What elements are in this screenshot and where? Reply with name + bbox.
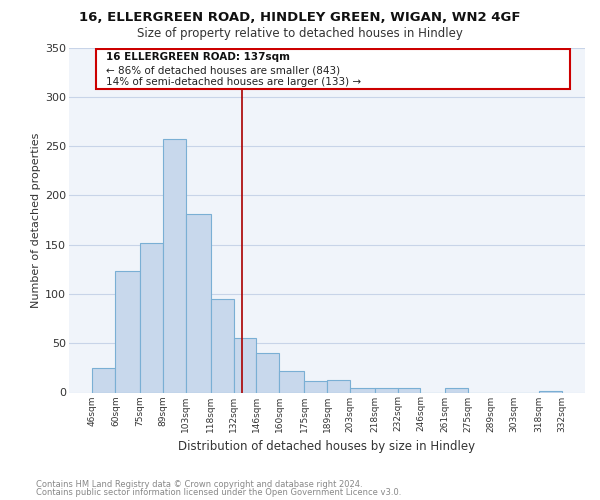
Bar [445, 388, 468, 392]
Text: Contains public sector information licensed under the Open Government Licence v3: Contains public sector information licen… [36, 488, 401, 497]
Text: 16, ELLERGREEN ROAD, HINDLEY GREEN, WIGAN, WN2 4GF: 16, ELLERGREEN ROAD, HINDLEY GREEN, WIGA… [79, 11, 521, 24]
Bar [327, 380, 350, 392]
Bar [304, 380, 327, 392]
Bar [211, 299, 233, 392]
Bar [186, 214, 211, 392]
Bar [163, 139, 186, 392]
X-axis label: Distribution of detached houses by size in Hindley: Distribution of detached houses by size … [178, 440, 476, 453]
FancyBboxPatch shape [96, 50, 570, 89]
Bar [92, 368, 115, 392]
Text: Size of property relative to detached houses in Hindley: Size of property relative to detached ho… [137, 28, 463, 40]
Bar [140, 242, 163, 392]
Text: Contains HM Land Registry data © Crown copyright and database right 2024.: Contains HM Land Registry data © Crown c… [36, 480, 362, 489]
Bar [233, 338, 256, 392]
Text: 14% of semi-detached houses are larger (133) →: 14% of semi-detached houses are larger (… [106, 77, 361, 87]
Bar [115, 272, 140, 392]
Bar [280, 371, 304, 392]
Bar [398, 388, 421, 392]
Bar [350, 388, 374, 392]
Bar [374, 388, 398, 392]
Text: ← 86% of detached houses are smaller (843): ← 86% of detached houses are smaller (84… [106, 65, 340, 75]
Text: 16 ELLERGREEN ROAD: 137sqm: 16 ELLERGREEN ROAD: 137sqm [106, 52, 290, 62]
Bar [256, 353, 280, 393]
Bar [539, 390, 562, 392]
Y-axis label: Number of detached properties: Number of detached properties [31, 132, 41, 308]
